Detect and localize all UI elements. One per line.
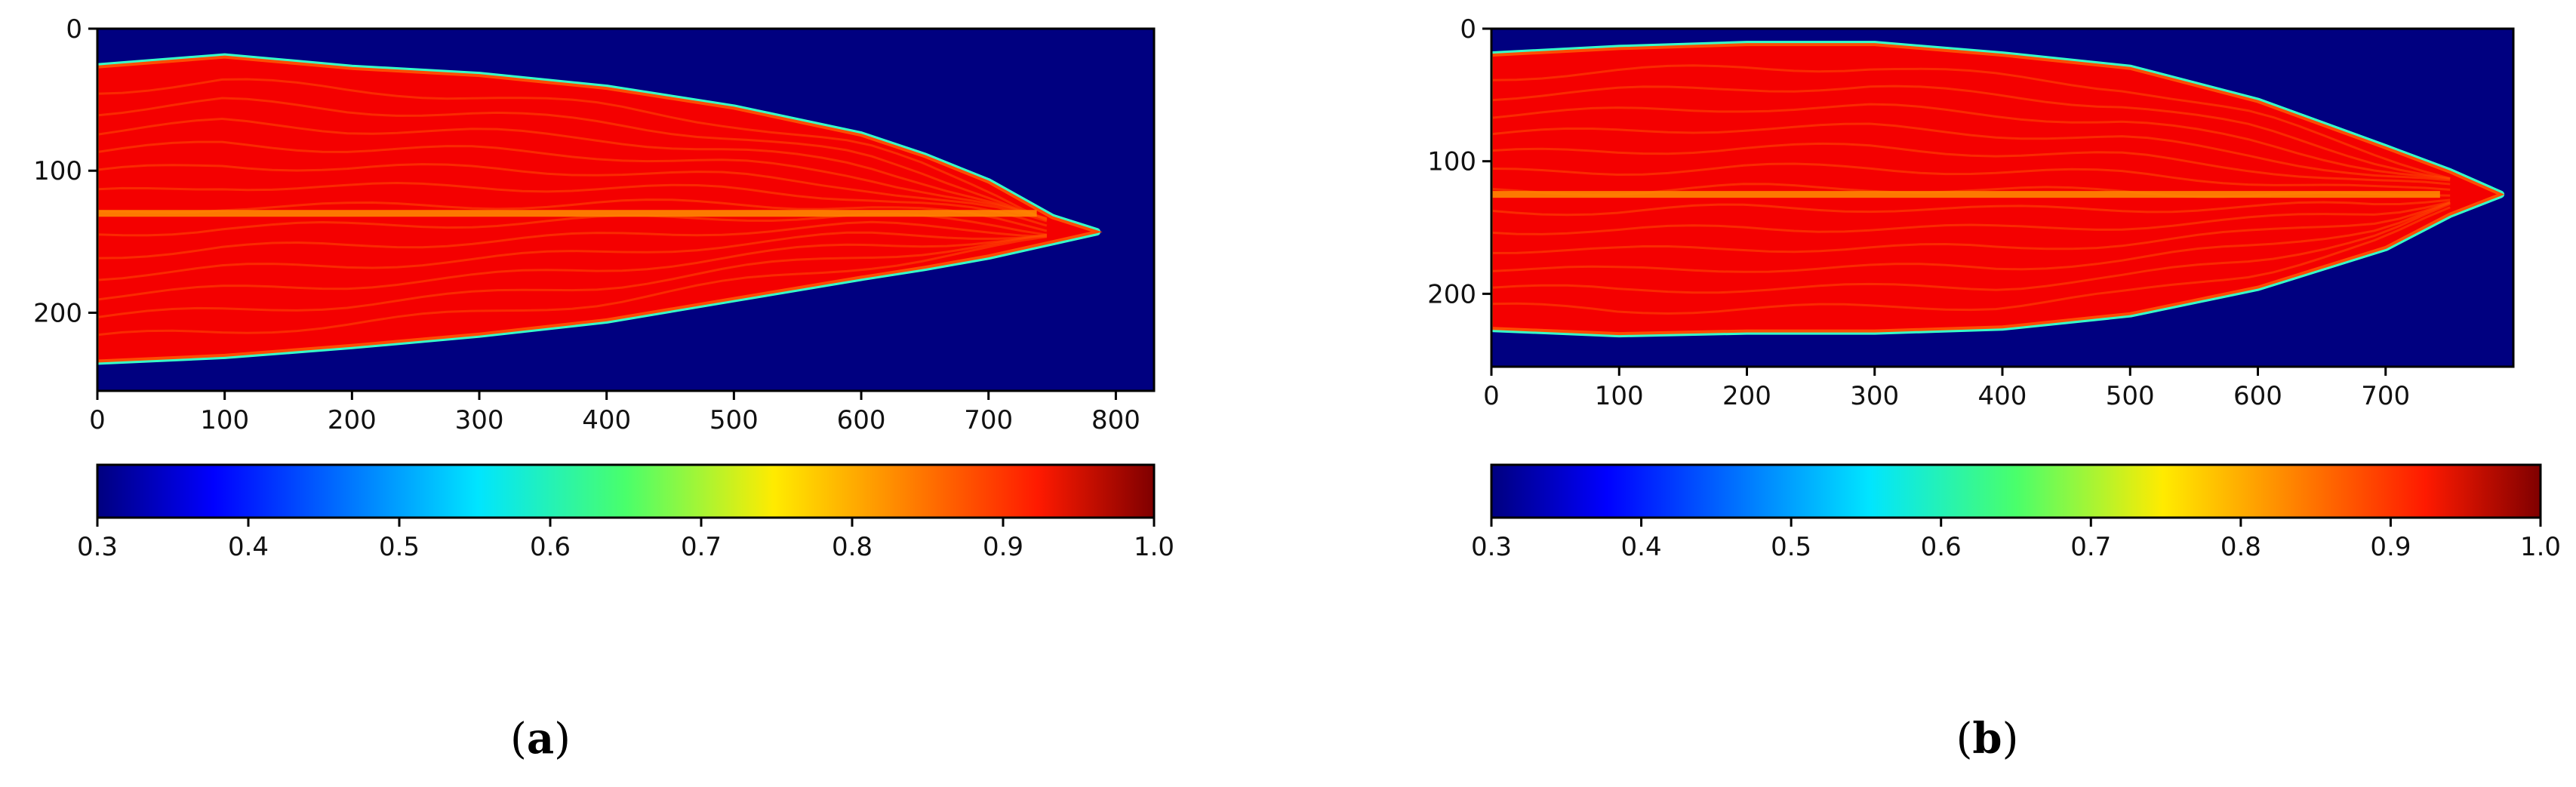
striation	[97, 231, 1048, 281]
colorbar-tick-label: 0.9	[983, 532, 1023, 562]
panel-b: 0 100 200 300 400 500 600 700 0 100 200 0.3 0.4 0.5…	[1427, 14, 2561, 764]
x-tick-label: 0	[89, 405, 106, 435]
striation	[1491, 122, 2451, 182]
x-tick-label: 600	[2233, 381, 2282, 411]
x-axis: 0 100 200 300 400 500 600 700 800	[89, 391, 1140, 435]
x-tick-label: 200	[328, 405, 377, 435]
colorbar-tick-label: 0.6	[1921, 532, 1962, 562]
y-tick-label: 0	[1460, 14, 1476, 45]
heatmap-plot	[97, 29, 1154, 391]
caption-a: (a)	[510, 714, 571, 764]
colorbar-tick-label: 0.3	[77, 532, 118, 562]
striation	[97, 140, 1048, 220]
colorbar-tick-label: 0.5	[1771, 532, 1811, 562]
y-tick-label: 200	[1427, 279, 1476, 309]
striation	[1491, 142, 2451, 186]
x-tick-label: 600	[837, 405, 886, 435]
striation	[1491, 201, 2451, 235]
y-axis: 0 100 200	[1427, 14, 1491, 309]
striation	[97, 198, 1048, 232]
striation	[1491, 162, 2451, 191]
x-axis: 0 100 200 300 400 500 600 700	[1483, 367, 2410, 411]
striation	[1491, 206, 2451, 315]
x-tick-label: 500	[2106, 381, 2155, 411]
y-tick-label: 200	[33, 298, 82, 328]
striation	[1491, 103, 2451, 180]
colorbar: 0.3 0.4 0.5 0.6 0.7 0.8 0.9 1.0	[77, 463, 1174, 562]
colorbar-tick-label: 0.4	[228, 532, 269, 562]
colorbar-tick-label: 0.8	[832, 532, 873, 562]
y-tick-label: 100	[1427, 147, 1476, 177]
colorbar-tick-label: 0.3	[1471, 532, 1512, 562]
colorbar: 0.3 0.4 0.5 0.6 0.7 0.8 0.9 1.0	[1471, 463, 2561, 562]
striation	[97, 220, 1047, 260]
colorbar-gradient	[1490, 463, 2542, 519]
striation	[1491, 201, 2451, 254]
striation	[97, 233, 1048, 301]
x-tick-label: 100	[200, 405, 249, 435]
colorbar-tick-label: 0.7	[681, 532, 722, 562]
striation	[97, 117, 1048, 220]
y-tick-label: 100	[33, 156, 82, 186]
heatmap-plot	[1491, 29, 2513, 367]
y-axis: 0 100 200	[33, 14, 97, 328]
caption-b: (b)	[1956, 714, 2019, 764]
colorbar-gradient	[96, 463, 1156, 519]
striation	[1491, 64, 2451, 180]
plot-frame	[96, 27, 1156, 392]
striation	[97, 181, 1048, 227]
striation	[97, 97, 1048, 221]
x-tick-label: 200	[1722, 381, 1771, 411]
x-tick-label: 300	[455, 405, 504, 435]
x-tick-label: 0	[1483, 381, 1500, 411]
x-tick-label: 800	[1091, 405, 1140, 435]
striation	[97, 233, 1048, 318]
colorbar-tick-label: 0.4	[1621, 532, 1662, 562]
x-tick-label: 100	[1595, 381, 1644, 411]
colorbar-tick-label: 0.9	[2370, 532, 2411, 562]
x-tick-label: 500	[709, 405, 759, 435]
colorbar-tick-label: 0.7	[2070, 532, 2111, 562]
x-tick-label: 700	[2361, 381, 2410, 411]
striation	[1491, 201, 2451, 273]
panel-a: 0 100 200 300 400 500 600 700 800 0 100 200 0.3 0.4…	[33, 14, 1174, 764]
y-tick-label: 0	[66, 14, 82, 45]
colorbar-tick-label: 0.6	[530, 532, 571, 562]
fiber-striations	[97, 78, 1048, 337]
x-tick-label: 400	[582, 405, 631, 435]
fiber-striations	[1491, 64, 2451, 315]
striation	[1491, 198, 2451, 217]
striation	[97, 235, 1048, 337]
striation	[97, 78, 1048, 222]
striation	[1491, 202, 2451, 294]
colorbar-tick-label: 1.0	[2520, 532, 2561, 562]
x-tick-label: 700	[964, 405, 1013, 435]
colorbar-tick-label: 1.0	[1134, 532, 1174, 562]
x-tick-label: 300	[1850, 381, 1899, 411]
striation	[1491, 85, 2451, 180]
striation	[97, 163, 1048, 223]
colorbar-tick-label: 0.8	[2221, 532, 2261, 562]
x-tick-label: 400	[1978, 381, 2027, 411]
colorbar-tick-label: 0.5	[379, 532, 420, 562]
